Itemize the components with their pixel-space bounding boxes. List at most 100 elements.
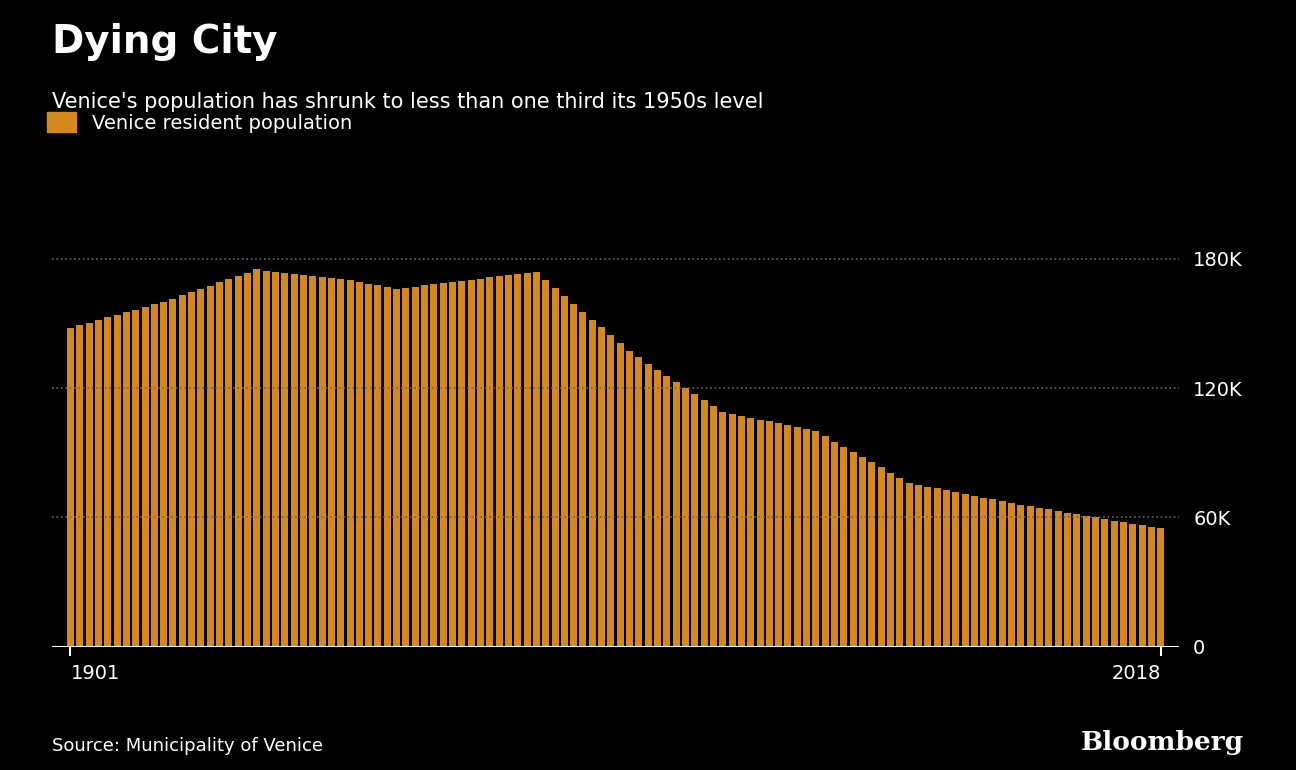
Bar	[430, 284, 437, 647]
Bar	[439, 283, 447, 647]
Bar	[906, 483, 912, 647]
Bar	[263, 270, 270, 647]
Bar	[1148, 527, 1155, 647]
Bar	[794, 427, 801, 647]
Bar	[197, 289, 205, 647]
Bar	[626, 351, 632, 647]
Bar	[207, 286, 214, 647]
Bar	[505, 275, 512, 647]
Bar	[533, 272, 540, 647]
Bar	[337, 280, 345, 647]
Bar	[1120, 522, 1128, 647]
Bar	[1111, 521, 1117, 647]
Text: 2018: 2018	[1112, 664, 1161, 683]
Bar	[412, 286, 419, 647]
Bar	[76, 325, 83, 647]
Bar	[784, 425, 792, 647]
Bar	[281, 273, 288, 647]
Bar	[468, 280, 474, 647]
Bar	[486, 277, 494, 647]
Bar	[924, 487, 932, 647]
Bar	[822, 437, 828, 647]
Bar	[635, 357, 643, 647]
Bar	[552, 288, 559, 647]
Bar	[1055, 511, 1061, 647]
Bar	[244, 273, 251, 647]
Bar	[524, 273, 530, 647]
Bar	[86, 323, 92, 647]
Bar	[757, 420, 763, 647]
Bar	[1026, 506, 1034, 647]
Bar	[150, 304, 158, 647]
Bar	[859, 457, 866, 647]
Bar	[319, 277, 325, 647]
Bar	[840, 447, 848, 647]
Bar	[477, 279, 483, 647]
Bar	[850, 452, 857, 647]
Bar	[515, 274, 521, 647]
Bar	[673, 382, 679, 647]
Bar	[766, 421, 772, 647]
Bar	[980, 497, 988, 647]
Text: 1901: 1901	[70, 664, 119, 683]
Bar	[737, 416, 745, 647]
Bar	[448, 282, 456, 647]
Bar	[719, 412, 726, 647]
Bar	[933, 488, 941, 647]
Bar	[868, 462, 875, 647]
Text: Source: Municipality of Venice: Source: Municipality of Venice	[52, 737, 323, 755]
Bar	[356, 282, 363, 647]
Bar	[393, 289, 400, 647]
Bar	[384, 287, 391, 647]
Bar	[813, 431, 819, 647]
Bar	[123, 312, 130, 647]
Bar	[748, 417, 754, 647]
Bar	[1139, 525, 1146, 647]
Bar	[1093, 517, 1099, 647]
Text: Venice's population has shrunk to less than one third its 1950s level: Venice's population has shrunk to less t…	[52, 92, 763, 112]
Bar	[1157, 528, 1164, 647]
Bar	[495, 276, 503, 647]
Bar	[161, 302, 167, 647]
Bar	[561, 296, 568, 647]
Bar	[701, 400, 708, 647]
Bar	[608, 336, 614, 647]
Text: Dying City: Dying City	[52, 23, 277, 61]
Bar	[179, 296, 185, 647]
Bar	[775, 424, 783, 647]
Bar	[141, 307, 149, 647]
Bar	[990, 500, 997, 647]
Bar	[570, 303, 577, 647]
Bar	[588, 320, 596, 647]
Bar	[644, 363, 652, 647]
Bar	[310, 276, 316, 647]
Bar	[421, 286, 428, 647]
Bar	[188, 292, 196, 647]
Bar	[1017, 504, 1024, 647]
Bar	[95, 320, 102, 647]
Bar	[579, 312, 587, 647]
Bar	[1102, 519, 1108, 647]
Bar	[403, 288, 410, 647]
Bar	[1064, 513, 1070, 647]
Bar	[132, 310, 139, 647]
Bar	[459, 281, 465, 647]
Bar	[943, 490, 950, 647]
Bar	[897, 477, 903, 647]
Bar	[804, 429, 810, 647]
Bar	[290, 274, 298, 647]
Bar	[170, 299, 176, 647]
Bar	[971, 496, 978, 647]
Bar	[886, 473, 894, 647]
Bar	[67, 328, 74, 647]
Bar	[599, 327, 605, 647]
Bar	[1046, 510, 1052, 647]
Bar	[328, 278, 334, 647]
Bar	[1036, 507, 1043, 647]
Bar	[682, 387, 689, 647]
Bar	[104, 317, 111, 647]
Legend: Venice resident population: Venice resident population	[39, 105, 359, 141]
Bar	[915, 485, 921, 647]
Bar	[365, 283, 372, 647]
Bar	[1008, 503, 1015, 647]
